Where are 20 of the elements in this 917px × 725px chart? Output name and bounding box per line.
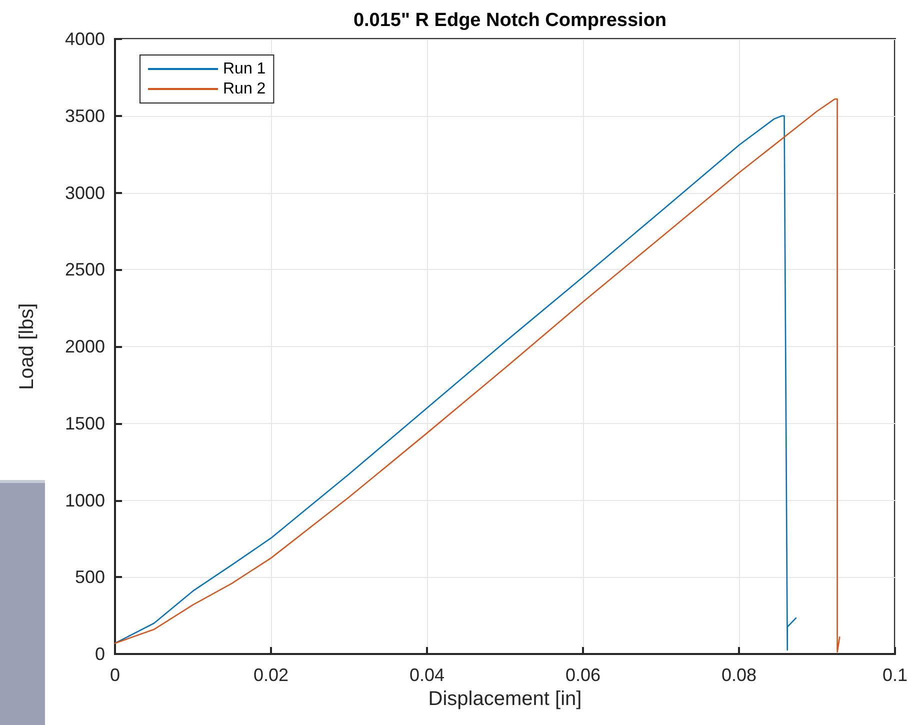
y-tick-label: 3500 — [64, 106, 105, 126]
y-tick-label: 3000 — [64, 182, 105, 203]
legend-label: Run 1 — [223, 60, 266, 78]
y-tick-label: 4000 — [64, 29, 105, 49]
y-tick-label: 1500 — [64, 413, 105, 434]
x-tick-label: 0.04 — [409, 665, 445, 685]
y-tick-label: 500 — [74, 567, 105, 588]
x-axis-title: Displacement [in] — [428, 688, 582, 710]
y-tick-label: 2000 — [64, 336, 105, 356]
x-tick-label: 0.1 — [882, 665, 908, 685]
x-tick-label: 0.08 — [721, 665, 757, 685]
y-tick-label: 1000 — [64, 490, 105, 510]
legend-label: Run 2 — [223, 80, 266, 98]
y-tick-label: 2500 — [64, 260, 105, 280]
x-tick-label: 0.06 — [565, 665, 601, 685]
x-tick-label: 0.02 — [253, 665, 289, 685]
chart-title: 0.015" R Edge Notch Compression — [353, 10, 667, 31]
x-tick-label: 0 — [110, 665, 120, 685]
y-axis-title: Load [lbs] — [16, 303, 38, 390]
y-tick-label: 0 — [94, 644, 105, 664]
